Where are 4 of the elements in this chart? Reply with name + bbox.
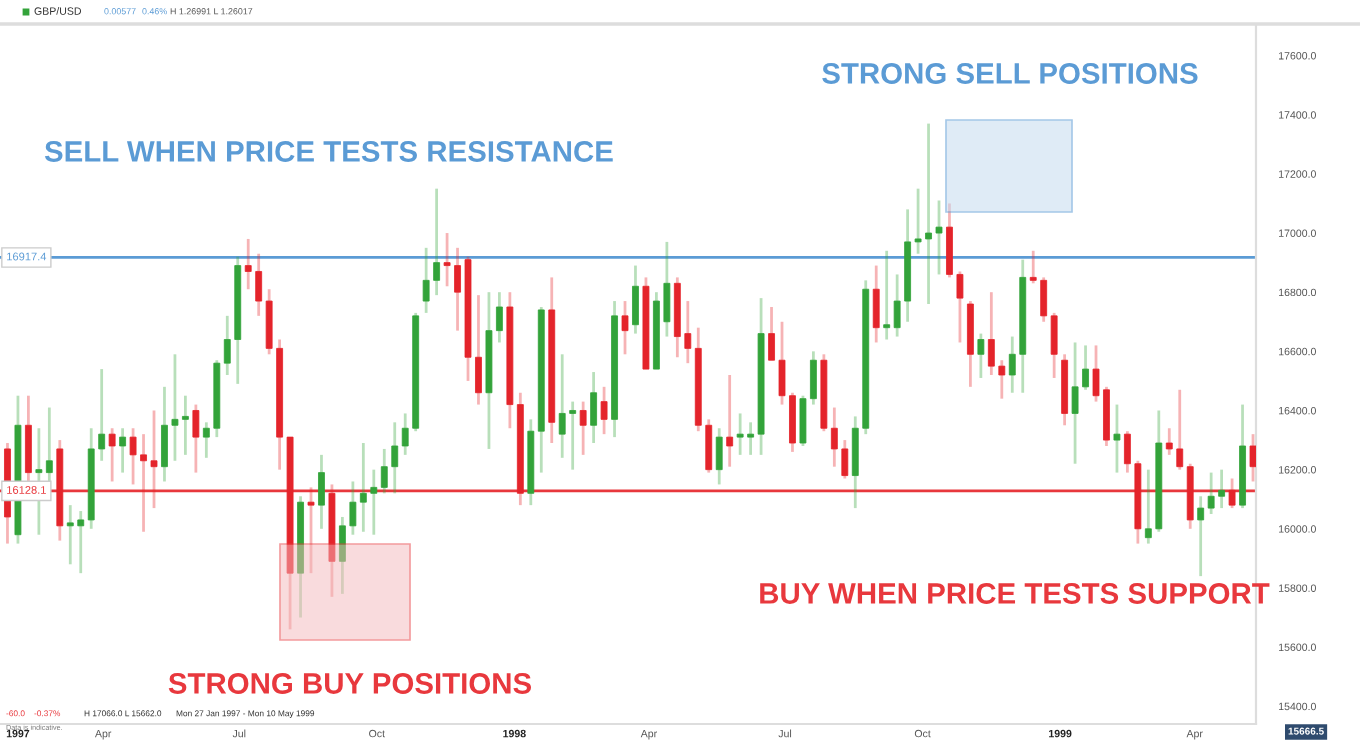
annotation: STRONG SELL POSITIONS bbox=[822, 63, 1198, 84]
annotation: BUY WHEN PRICE TESTS SUPPORT bbox=[760, 583, 1270, 604]
annotation: STRONG BUY POSITIONS bbox=[168, 673, 531, 694]
annotation: SELL WHEN PRICE TESTS RESISTANCE bbox=[44, 141, 613, 162]
